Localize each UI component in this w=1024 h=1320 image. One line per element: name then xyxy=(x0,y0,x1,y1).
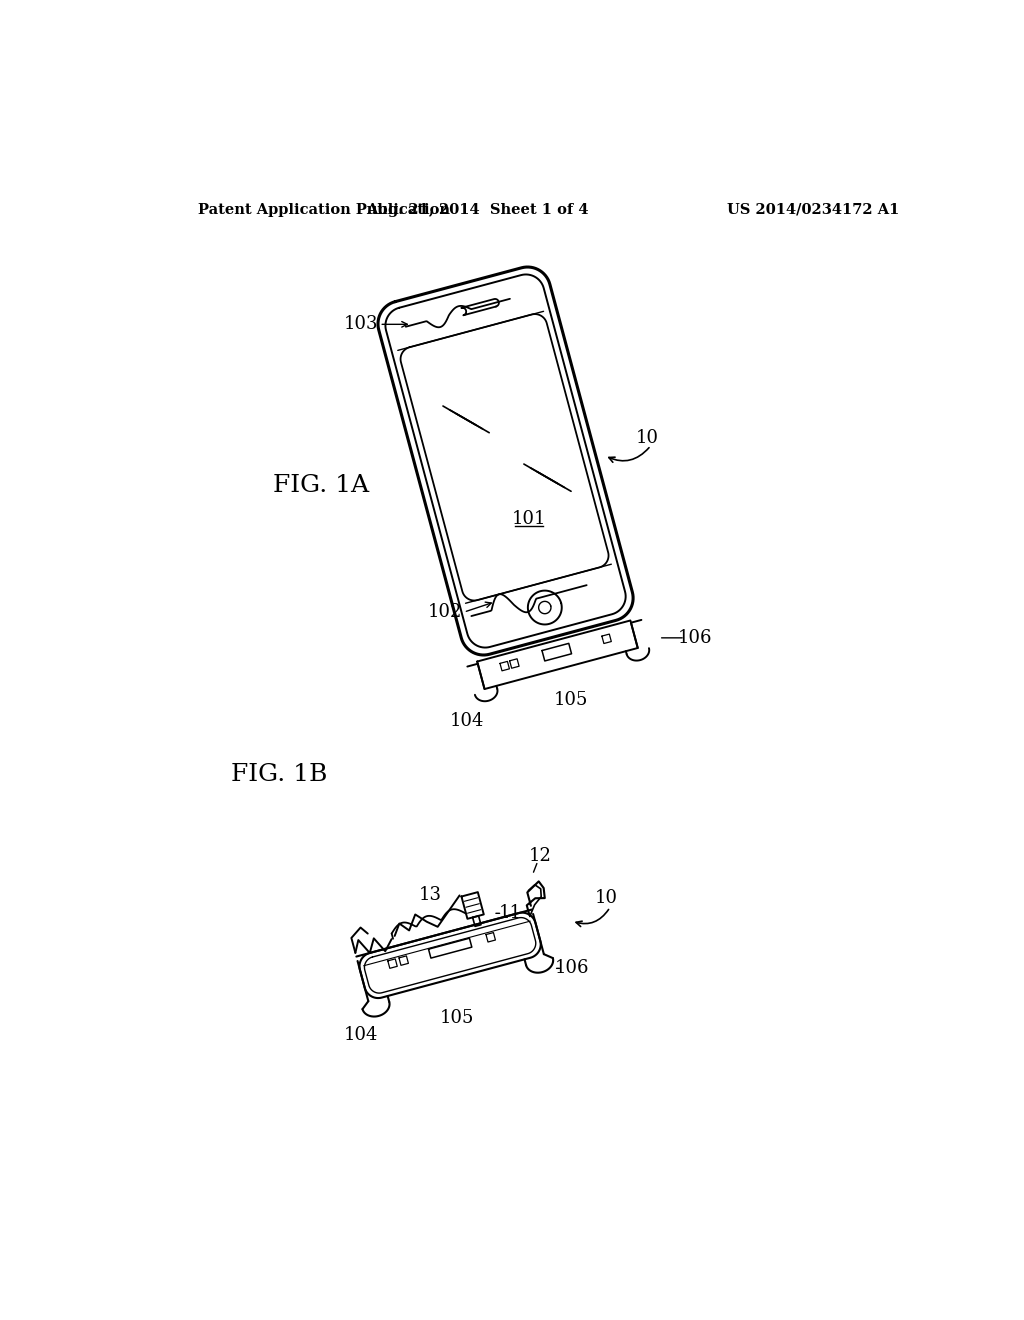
Text: 10: 10 xyxy=(595,888,617,907)
Text: 104: 104 xyxy=(344,1026,379,1044)
Text: 106: 106 xyxy=(555,960,590,977)
Text: 13: 13 xyxy=(419,886,442,904)
Text: US 2014/0234172 A1: US 2014/0234172 A1 xyxy=(727,203,900,216)
Text: 105: 105 xyxy=(554,692,589,709)
Text: 105: 105 xyxy=(439,1008,474,1027)
Text: 12: 12 xyxy=(528,846,552,865)
Text: 102: 102 xyxy=(428,603,462,622)
Text: FIG. 1B: FIG. 1B xyxy=(230,763,327,785)
Text: 101: 101 xyxy=(512,510,546,528)
Text: 104: 104 xyxy=(450,711,484,730)
Text: 10: 10 xyxy=(636,429,658,447)
Text: Aug. 21, 2014  Sheet 1 of 4: Aug. 21, 2014 Sheet 1 of 4 xyxy=(366,203,589,216)
Text: 106: 106 xyxy=(678,628,713,647)
Text: 11: 11 xyxy=(499,904,521,923)
Text: Patent Application Publication: Patent Application Publication xyxy=(199,203,451,216)
Text: FIG. 1A: FIG. 1A xyxy=(273,474,369,498)
Text: 103: 103 xyxy=(343,315,378,334)
